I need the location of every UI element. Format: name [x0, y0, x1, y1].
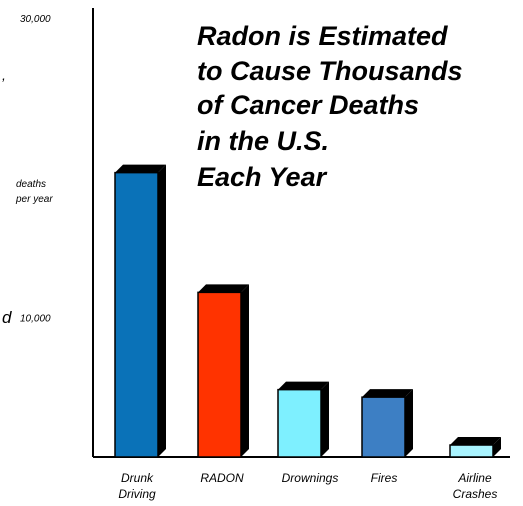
- bar-front: [277, 388, 322, 458]
- bar-side: [158, 164, 166, 457]
- bar-top: [198, 284, 249, 293]
- category-label: Driving: [118, 487, 156, 501]
- y-tick-label: 10,000: [20, 313, 51, 324]
- bar-side: [321, 381, 329, 457]
- bar-top: [278, 381, 329, 390]
- stray-mark: d: [2, 308, 12, 327]
- category-label: Airline: [457, 471, 492, 485]
- category-label: Drunk: [121, 471, 154, 485]
- stray-marks: ,d: [2, 67, 12, 327]
- category-label: RADON: [200, 471, 244, 485]
- chart-title: Radon is Estimated to Cause Thousands of C…: [197, 21, 463, 192]
- bar: [114, 164, 166, 458]
- category-label: Drownings: [282, 471, 339, 485]
- category-labels: Drunk Driving RADON Drownings Fires Airline Cr…: [118, 471, 497, 501]
- bar-front: [197, 291, 242, 458]
- category-label: Crashes: [453, 487, 498, 501]
- stray-mark: ,: [2, 67, 6, 83]
- title-line: Radon is Estimated: [197, 21, 448, 51]
- bar-top: [115, 164, 166, 173]
- bar-front: [361, 396, 406, 458]
- bar-side: [405, 389, 413, 457]
- bar-top: [362, 389, 413, 398]
- bar-front: [449, 444, 494, 458]
- y-tick-label: 30,000: [20, 14, 51, 25]
- bar-top: [450, 437, 501, 446]
- title-line: in the U.S.: [197, 126, 329, 156]
- y-axis-label: deaths per year: [15, 179, 53, 205]
- category-label: Fires: [371, 471, 398, 485]
- y-axis-label-line: per year: [15, 194, 53, 205]
- bar: [197, 284, 249, 458]
- bar: [361, 389, 413, 458]
- bar-front: [114, 171, 159, 458]
- bar: [449, 437, 501, 458]
- title-line: to Cause Thousands: [197, 56, 463, 86]
- bar-side: [493, 437, 501, 457]
- title-line: of Cancer Deaths: [197, 90, 419, 120]
- bar: [277, 381, 329, 458]
- y-tick-labels: 30,000 10,000: [20, 14, 51, 324]
- bar-side: [241, 284, 249, 457]
- title-line: Each Year: [197, 162, 328, 192]
- bars: [114, 164, 501, 458]
- y-axis-label-line: deaths: [16, 179, 46, 190]
